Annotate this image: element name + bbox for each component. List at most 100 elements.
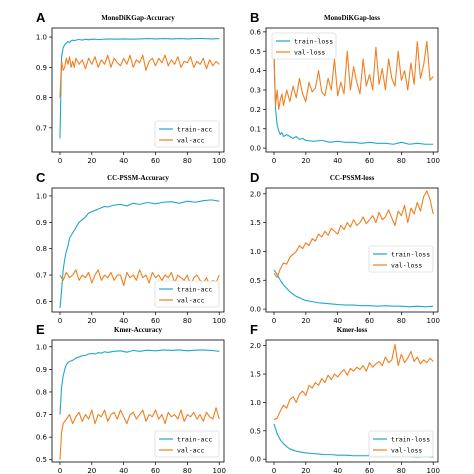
panel-letter: E xyxy=(36,322,45,337)
x-tick-label: 60 xyxy=(151,467,160,474)
x-tick-label: 20 xyxy=(301,467,310,474)
y-tick-label: 0.7 xyxy=(36,124,47,132)
y-tick-label: 0.3 xyxy=(250,87,261,95)
x-tick-label: 60 xyxy=(365,157,374,165)
panel-letter: C xyxy=(36,170,46,185)
x-tick-label: 40 xyxy=(333,157,342,165)
panel-letter: F xyxy=(250,322,258,337)
series-line-train-loss xyxy=(273,51,434,145)
legend: train-acc val-acc xyxy=(154,430,220,458)
panel-letter: B xyxy=(250,10,259,25)
series-line-val-loss xyxy=(273,41,434,110)
y-tick-label: 0.8 xyxy=(36,245,47,253)
panel-letter: A xyxy=(36,10,46,25)
x-tick-label: 100 xyxy=(427,317,440,325)
y-tick-label: 0.5 xyxy=(250,48,261,56)
legend-label: train-loss xyxy=(391,435,430,443)
y-tick-label: 0.6 xyxy=(36,298,48,306)
x-tick-label: 20 xyxy=(301,317,310,325)
x-tick-label: 80 xyxy=(183,317,192,325)
plot-frame xyxy=(51,187,225,313)
legend-label: val-acc xyxy=(177,296,204,304)
panel-letter: D xyxy=(250,170,259,185)
x-tick-label: 80 xyxy=(397,467,406,474)
series-line-val-acc xyxy=(59,54,220,98)
legend: train-acc val-acc xyxy=(154,120,220,148)
legend: train-loss val-loss xyxy=(271,32,337,60)
series-line-train-acc xyxy=(59,38,220,139)
y-tick-label: 0.4 xyxy=(250,67,262,75)
x-tick-label: 60 xyxy=(151,317,160,325)
x-tick-label: 40 xyxy=(119,157,128,165)
y-tick-label: 1.0 xyxy=(36,192,47,200)
plot-frame xyxy=(265,187,439,313)
x-tick-label: 0 xyxy=(58,317,62,325)
x-tick-label: 20 xyxy=(87,157,96,165)
panel-f: F Kmer-loss 0 20 40 60 80 100 0.0 0.5 1.0 1.5 2.0 tra… xyxy=(250,322,440,474)
legend-label: train-acc xyxy=(177,435,212,443)
y-tick-label: 0.8 xyxy=(36,94,47,102)
x-tick-label: 80 xyxy=(183,157,192,165)
legend: train-loss val-loss xyxy=(368,430,434,458)
legend-label: val-loss xyxy=(391,261,422,269)
legend: train-acc val-acc xyxy=(154,280,220,308)
x-tick-label: 40 xyxy=(119,317,128,325)
x-tick-label: 100 xyxy=(213,157,226,165)
y-tick-label: 1.5 xyxy=(250,219,261,227)
panel-title: MonoDiKGap-Accuracy xyxy=(101,14,175,22)
x-tick-label: 0 xyxy=(272,157,276,165)
x-tick-label: 20 xyxy=(87,467,96,474)
plot-frame xyxy=(265,339,439,463)
y-tick-label: 0.6 xyxy=(250,28,262,36)
y-tick-label: 1.0 xyxy=(250,248,261,256)
legend-label: train-loss xyxy=(391,250,430,258)
panel-d: D CC-PSSM-loss 0 20 40 60 80 100 0.0 0.5 1.0 1.5 2.0… xyxy=(250,170,440,325)
x-tick-label: 80 xyxy=(397,157,406,165)
y-tick-label: 0.7 xyxy=(36,272,47,280)
legend-label: train-loss xyxy=(294,37,333,45)
series-line-train-loss xyxy=(273,269,434,308)
y-tick-label: 0.6 xyxy=(36,434,48,442)
x-tick-label: 20 xyxy=(87,317,96,325)
panel-title: Kmer-Accuracy xyxy=(114,326,162,334)
plot-frame xyxy=(51,339,225,463)
series-line-val-acc xyxy=(59,407,220,460)
y-tick-label: 0.0 xyxy=(250,306,261,314)
legend-label: val-loss xyxy=(294,48,325,56)
y-tick-label: 0.8 xyxy=(36,388,47,396)
series-line-val-acc xyxy=(59,269,220,287)
x-tick-label: 80 xyxy=(397,317,406,325)
panel-title: CC-PSSM-loss xyxy=(330,174,375,182)
panel-title: MonoDiKGap-loss xyxy=(324,14,380,22)
panel-title: Kmer-loss xyxy=(337,326,368,334)
legend-label: val-loss xyxy=(391,446,422,454)
series-line-train-acc xyxy=(59,199,220,309)
y-tick-label: 0.9 xyxy=(36,219,47,227)
x-tick-label: 40 xyxy=(333,467,342,474)
y-tick-label: 0.5 xyxy=(250,277,261,285)
panel-a: A MonoDiKGap-Accuracy 0 20 40 60 80 100 0.7 0.8 0.… xyxy=(36,10,226,165)
x-tick-label: 60 xyxy=(151,157,160,165)
series-line-val-loss xyxy=(273,190,434,278)
panel-c: C CC-PSSM-Accuracy 0 20 40 60 80 100 0.6 0.7 0.8 0.… xyxy=(36,170,226,325)
y-tick-label: 0.5 xyxy=(36,456,47,464)
series-line-train-acc xyxy=(59,349,220,415)
y-tick-label: 0.2 xyxy=(250,106,261,114)
x-tick-label: 20 xyxy=(301,157,310,165)
y-tick-label: 0.1 xyxy=(250,125,261,133)
y-tick-label: 0.0 xyxy=(250,145,261,153)
x-tick-label: 40 xyxy=(333,317,342,325)
y-tick-label: 0.5 xyxy=(250,427,261,435)
y-tick-label: 1.0 xyxy=(250,399,261,407)
x-tick-label: 0 xyxy=(272,467,276,474)
y-tick-label: 2.0 xyxy=(250,190,261,198)
legend-label: train-acc xyxy=(177,285,212,293)
y-tick-label: 0.7 xyxy=(36,411,47,419)
series-line-val-loss xyxy=(273,343,434,420)
y-tick-label: 1.0 xyxy=(36,34,47,42)
y-tick-label: 0.9 xyxy=(36,64,47,72)
x-tick-label: 40 xyxy=(119,467,128,474)
y-tick-label: 0.0 xyxy=(250,456,261,464)
